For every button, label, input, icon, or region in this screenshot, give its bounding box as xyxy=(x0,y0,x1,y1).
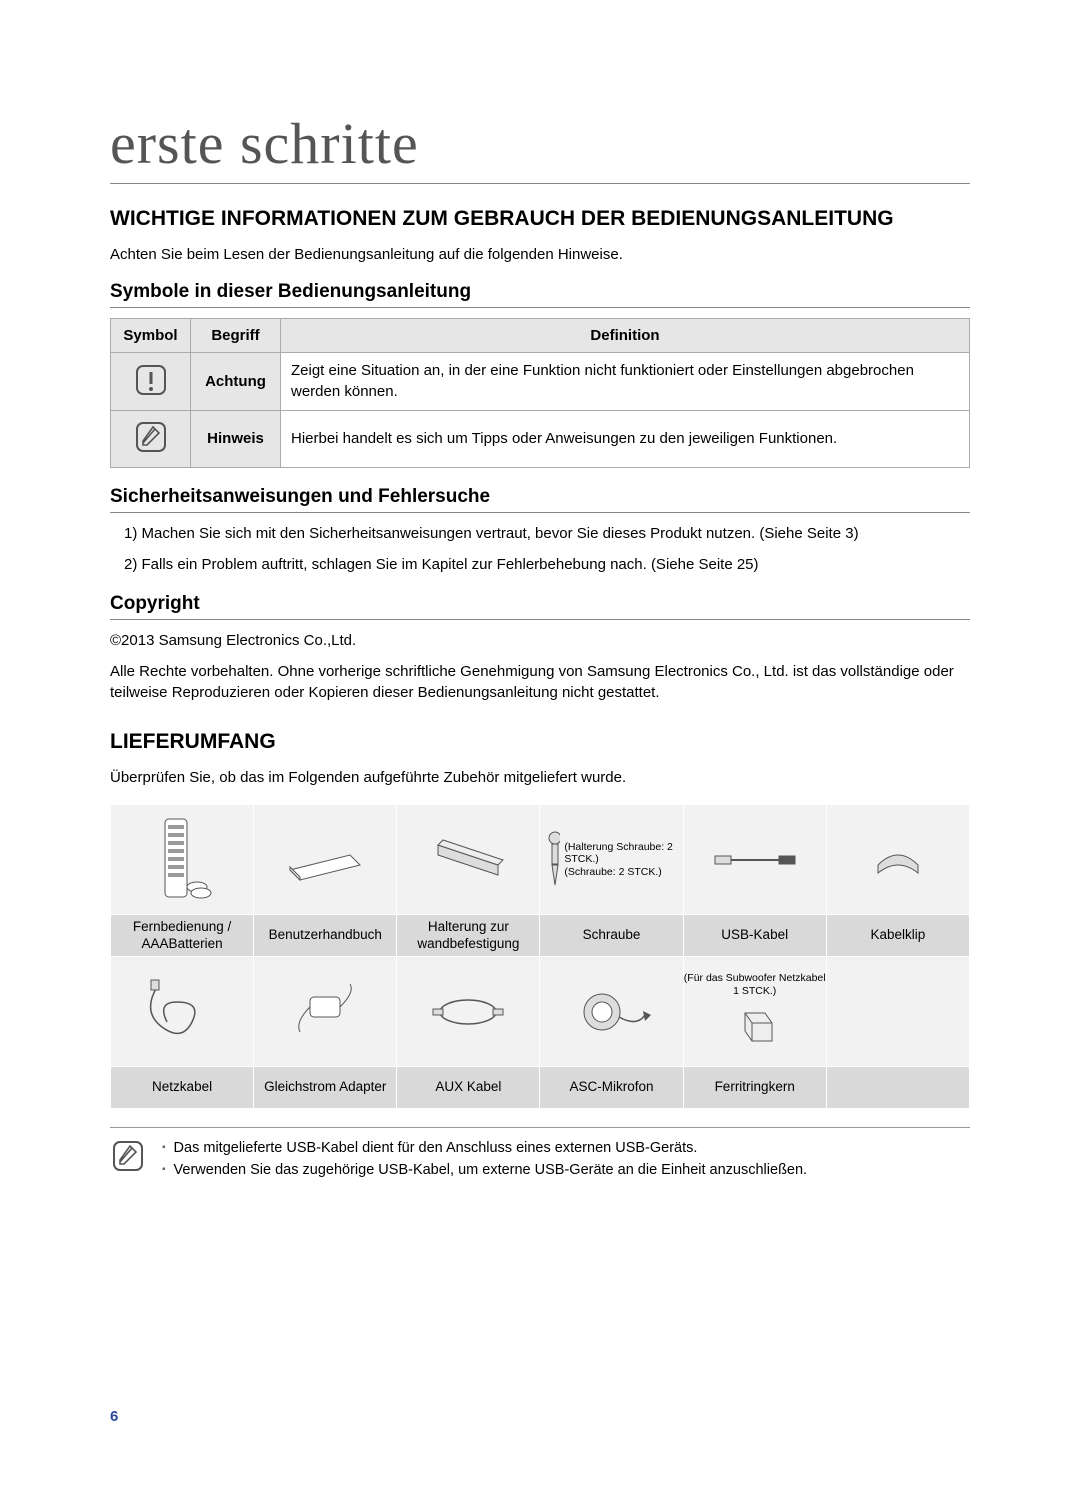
screw-image: (Halterung Schraube: 2 STCK.)(Schraube: … xyxy=(540,805,683,915)
acc-label: Fernbedienung / AAABatterien xyxy=(111,915,254,957)
subheading-copyright: Copyright xyxy=(110,593,970,620)
subheading-safety: Sicherheitsanweisungen und Fehlersuche xyxy=(110,486,970,513)
bottom-note: Das mitgelieferte USB-Kabel dient für de… xyxy=(110,1127,970,1182)
list-item: Das mitgelieferte USB-Kabel dient für de… xyxy=(162,1138,807,1160)
intro-text: Achten Sie beim Lesen der Bedienungsanle… xyxy=(110,246,970,263)
copyright-block: ©2013 Samsung Electronics Co.,Ltd. Alle … xyxy=(110,630,970,703)
manual-image xyxy=(254,805,397,915)
symbols-table: Symbol Begriff Definition Achtung Zeigt … xyxy=(110,318,970,468)
contents-intro: Überprüfen Sie, ob das im Folgenden aufg… xyxy=(110,769,970,786)
caution-icon xyxy=(133,362,169,398)
th-term: Begriff xyxy=(191,319,281,353)
acc-label: Netzkabel xyxy=(111,1067,254,1109)
note-icon-wrap xyxy=(110,1138,150,1182)
adapter-image xyxy=(254,957,397,1067)
acc-label: Gleichstrom Adapter xyxy=(254,1067,397,1109)
section-heading-contents: LIEFERUMFANG xyxy=(110,729,970,755)
list-item: 1) Machen Sie sich mit den Sicherheitsan… xyxy=(124,523,970,544)
ferrite-image: (Für das Subwoofer Netzkabel 1 STCK.) xyxy=(683,957,826,1067)
acc-label: Benutzerhandbuch xyxy=(254,915,397,957)
asc-mic-image xyxy=(540,957,683,1067)
safety-list: 1) Machen Sie sich mit den Sicherheitsan… xyxy=(124,523,970,575)
acc-label: Halterung zur wandbefestigung xyxy=(397,915,540,957)
note-icon xyxy=(133,419,169,455)
screw-note: (Halterung Schraube: 2 STCK.)(Schraube: … xyxy=(564,841,676,879)
th-symbol: Symbol xyxy=(111,319,191,353)
copyright-line: ©2013 Samsung Electronics Co.,Ltd. xyxy=(110,630,970,651)
th-definition: Definition xyxy=(281,319,970,353)
acc-label: USB-Kabel xyxy=(683,915,826,957)
acc-label: AUX Kabel xyxy=(397,1067,540,1109)
list-item: 2) Falls ein Problem auftritt, schlagen … xyxy=(124,554,970,575)
section-heading-important: WICHTIGE INFORMATIONEN ZUM GEBRAUCH DER … xyxy=(110,206,970,232)
accessories-grid: (Halterung Schraube: 2 STCK.)(Schraube: … xyxy=(110,804,970,1109)
def-cell: Hierbei handelt es sich um Tipps oder An… xyxy=(281,410,970,467)
bottom-note-list: Das mitgelieferte USB-Kabel dient für de… xyxy=(162,1138,807,1182)
table-row: Hinweis Hierbei handelt es sich um Tipps… xyxy=(111,410,970,467)
remote-image xyxy=(111,805,254,915)
acc-label: Schraube xyxy=(540,915,683,957)
clip-image xyxy=(826,805,969,915)
def-cell: Zeigt eine Situation an, in der eine Fun… xyxy=(281,353,970,411)
power-cable-image xyxy=(111,957,254,1067)
empty-cell xyxy=(826,957,969,1067)
acc-label: Ferritringkern xyxy=(683,1067,826,1109)
aux-cable-image xyxy=(397,957,540,1067)
table-row: Achtung Zeigt eine Situation an, in der … xyxy=(111,353,970,411)
subheading-symbols: Symbole in dieser Bedienungsanleitung xyxy=(110,281,970,308)
usb-cable-image xyxy=(683,805,826,915)
acc-label xyxy=(826,1067,969,1109)
term-cell: Achtung xyxy=(191,353,281,411)
term-cell: Hinweis xyxy=(191,410,281,467)
bracket-image xyxy=(397,805,540,915)
copyright-line: Alle Rechte vorbehalten. Ohne vorherige … xyxy=(110,661,970,703)
note-icon-cell xyxy=(111,410,191,467)
page-number: 6 xyxy=(110,1408,118,1425)
acc-label: Kabelklip xyxy=(826,915,969,957)
caution-icon-cell xyxy=(111,353,191,411)
list-item: Verwenden Sie das zugehörige USB-Kabel, … xyxy=(162,1160,807,1182)
subwoofer-note: (Für das Subwoofer Netzkabel 1 STCK.) xyxy=(684,972,826,997)
note-icon xyxy=(110,1138,146,1174)
acc-label: ASC-Mikrofon xyxy=(540,1067,683,1109)
page-title: erste schritte xyxy=(110,110,970,184)
